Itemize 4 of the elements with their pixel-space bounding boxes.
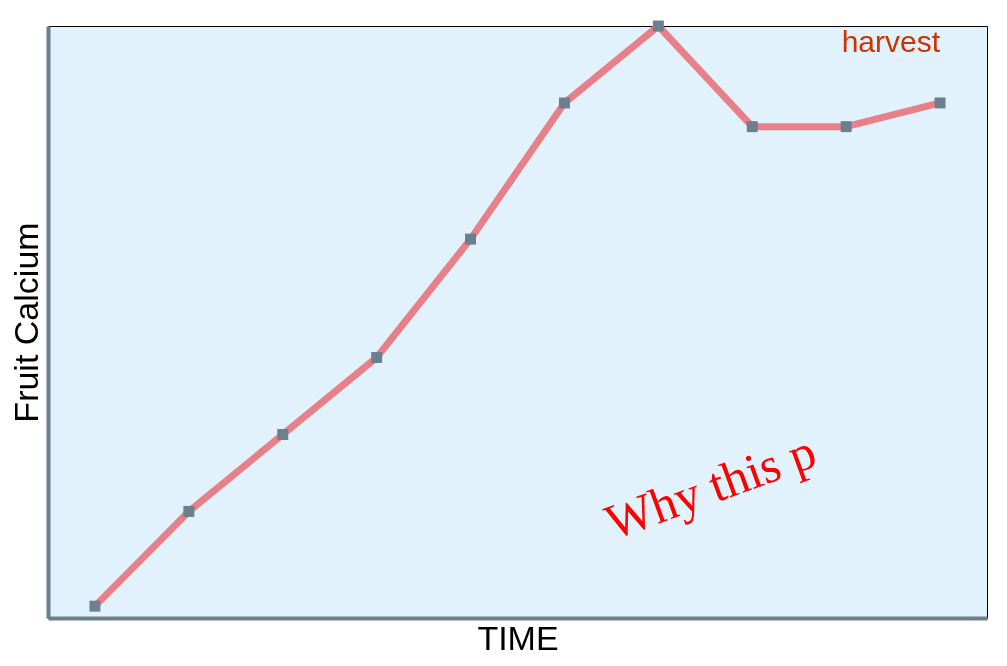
annotation: harvest: [841, 24, 941, 58]
x-axis-title: TIME: [477, 618, 559, 657]
annotation: Why this p: [597, 422, 824, 551]
y-axis-title: Fruit Calcium: [6, 222, 45, 423]
